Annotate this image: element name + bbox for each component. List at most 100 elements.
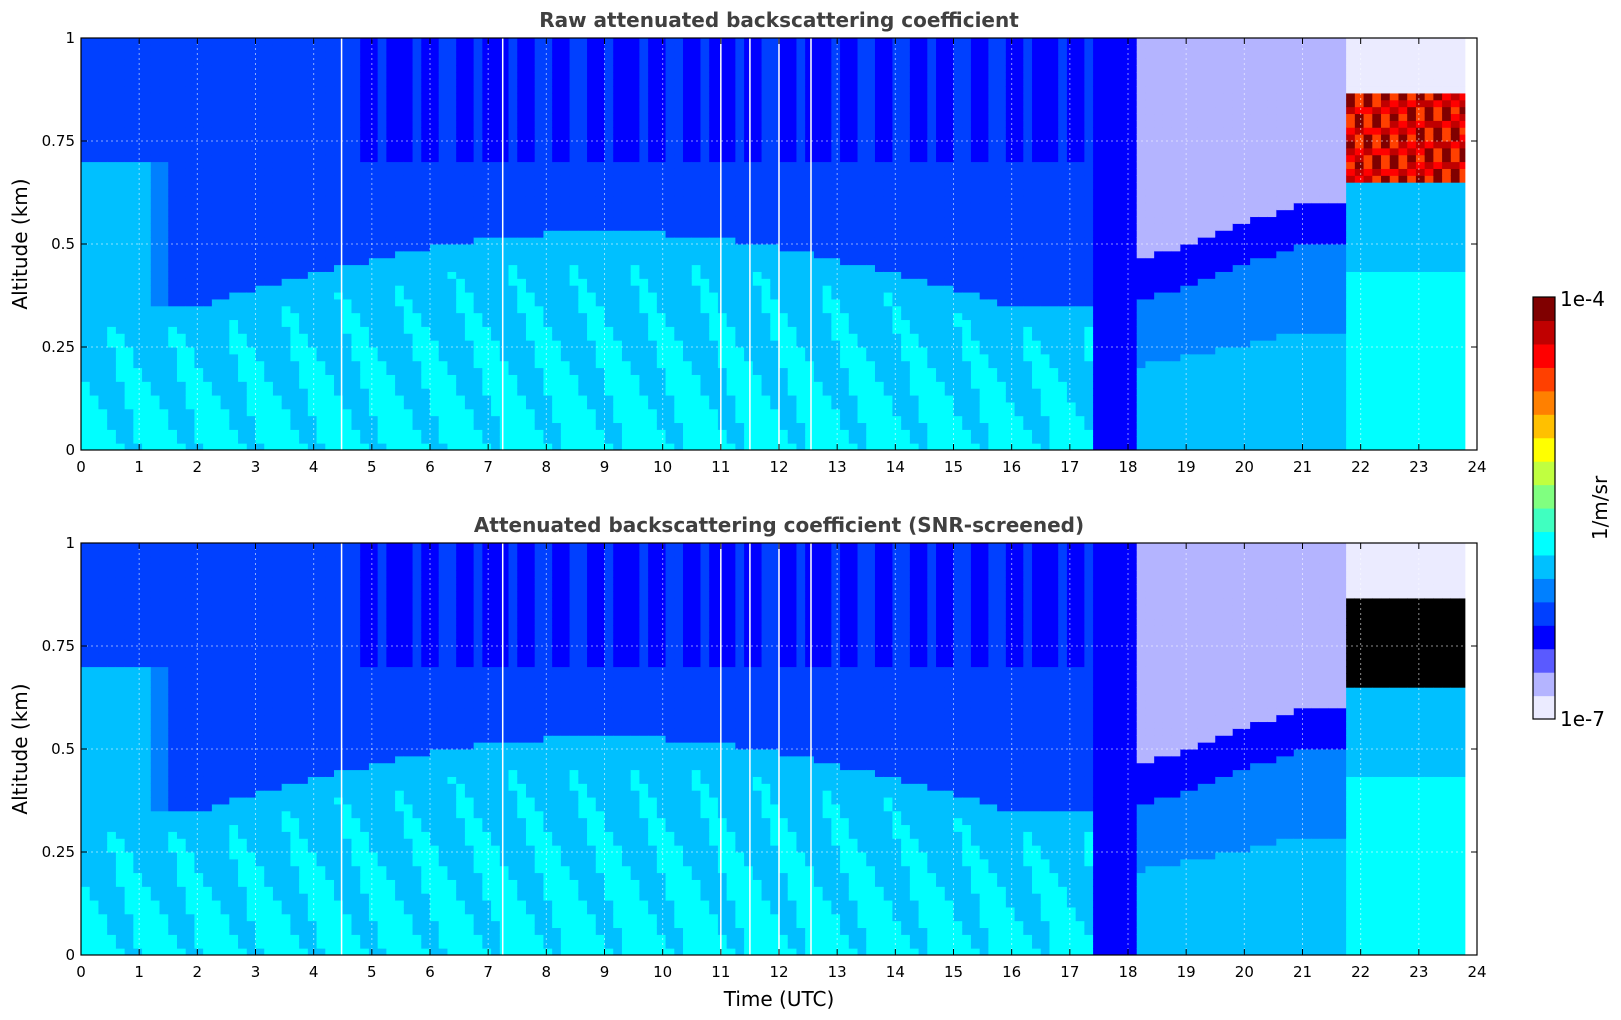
heatmap-cell: [395, 65, 404, 72]
heatmap-cell: [421, 93, 430, 100]
heatmap-cell: [578, 354, 587, 361]
heatmap-cell: [212, 100, 221, 107]
heatmap-cell: [744, 72, 753, 79]
heatmap-cell: [657, 278, 666, 285]
heatmap-cell: [238, 182, 247, 189]
heatmap-cell: [727, 354, 736, 361]
heatmap-cell: [317, 114, 326, 121]
heatmap-cell: [194, 443, 203, 450]
heatmap-cell: [631, 292, 640, 299]
heatmap-cell: [343, 162, 352, 169]
heatmap-cell: [299, 168, 308, 175]
heatmap-cell: [762, 251, 771, 258]
heatmap-cell: [151, 258, 160, 265]
heatmap-cell: [290, 223, 299, 230]
heatmap-cell: [107, 381, 116, 388]
heatmap-cell: [247, 285, 256, 292]
heatmap-cell: [256, 162, 265, 169]
heatmap-cell: [596, 65, 605, 72]
heatmap-cell: [631, 196, 640, 203]
heatmap-cell: [404, 244, 413, 251]
heatmap-cell: [151, 292, 160, 299]
heatmap-cell: [561, 189, 570, 196]
heatmap-cell: [212, 326, 221, 333]
heatmap-cell: [526, 100, 535, 107]
heatmap-cell: [788, 271, 797, 278]
heatmap-cell: [788, 285, 797, 292]
heatmap-cell: [639, 168, 648, 175]
heatmap-cell: [360, 416, 369, 423]
heatmap-cell: [194, 423, 203, 430]
heatmap-cell: [317, 107, 326, 114]
heatmap-cell: [753, 333, 762, 340]
heatmap-cell: [221, 175, 230, 182]
heatmap-cell: [133, 354, 142, 361]
heatmap-cell: [509, 38, 518, 45]
heatmap-cell: [561, 93, 570, 100]
heatmap-cell: [447, 340, 456, 347]
heatmap-cell: [421, 271, 430, 278]
heatmap-cell: [98, 285, 107, 292]
heatmap-cell: [413, 134, 422, 141]
heatmap-cell: [657, 134, 666, 141]
heatmap-cell: [796, 361, 805, 368]
heatmap-cell: [796, 423, 805, 430]
heatmap-cell: [552, 374, 561, 381]
heatmap-cell: [762, 423, 771, 430]
heatmap-cell: [762, 388, 771, 395]
heatmap-cell: [273, 141, 282, 148]
heatmap-cell: [212, 340, 221, 347]
heatmap-cell: [709, 196, 718, 203]
heatmap-cell: [290, 114, 299, 121]
heatmap-cell: [561, 292, 570, 299]
heatmap-cell: [456, 52, 465, 59]
heatmap-cell: [282, 72, 291, 79]
heatmap-cell: [535, 141, 544, 148]
heatmap-cell: [788, 114, 797, 121]
heatmap-cell: [639, 354, 648, 361]
heatmap-cell: [709, 320, 718, 327]
heatmap-cell: [509, 65, 518, 72]
heatmap-cell: [98, 86, 107, 93]
heatmap-cell: [351, 326, 360, 333]
heatmap-cell: [700, 368, 709, 375]
heatmap-cell: [474, 155, 483, 162]
heatmap-cell: [491, 120, 500, 127]
heatmap-cell: [116, 93, 125, 100]
heatmap-cell: [639, 210, 648, 217]
heatmap-cell: [718, 436, 727, 443]
heatmap-cell: [98, 271, 107, 278]
heatmap-cell: [133, 203, 142, 210]
heatmap-cell: [535, 134, 544, 141]
heatmap-cell: [168, 162, 177, 169]
heatmap-cell: [509, 347, 518, 354]
heatmap-cell: [657, 395, 666, 402]
heatmap-cell: [648, 354, 657, 361]
heatmap-cell: [256, 217, 265, 224]
heatmap-cell: [770, 333, 779, 340]
heatmap-cell: [526, 175, 535, 182]
heatmap-cell: [116, 223, 125, 230]
heatmap-cell: [447, 436, 456, 443]
heatmap-cell: [744, 423, 753, 430]
heatmap-cell: [596, 175, 605, 182]
heatmap-cell: [509, 374, 518, 381]
heatmap-cell: [770, 141, 779, 148]
heatmap-cell: [395, 168, 404, 175]
heatmap-cell: [151, 368, 160, 375]
heatmap-cell: [535, 148, 544, 155]
heatmap-cell: [439, 429, 448, 436]
heatmap-cell: [596, 107, 605, 114]
heatmap-cell: [177, 265, 186, 272]
heatmap-cell: [125, 223, 134, 230]
heatmap-cell: [133, 251, 142, 258]
heatmap-cell: [395, 340, 404, 347]
heatmap-cell: [570, 278, 579, 285]
heatmap-cell: [683, 416, 692, 423]
heatmap-cell: [98, 196, 107, 203]
heatmap-cell: [674, 114, 683, 121]
heatmap-cell: [700, 423, 709, 430]
heatmap-cell: [325, 347, 334, 354]
heatmap-cell: [439, 182, 448, 189]
heatmap-cell: [369, 388, 378, 395]
